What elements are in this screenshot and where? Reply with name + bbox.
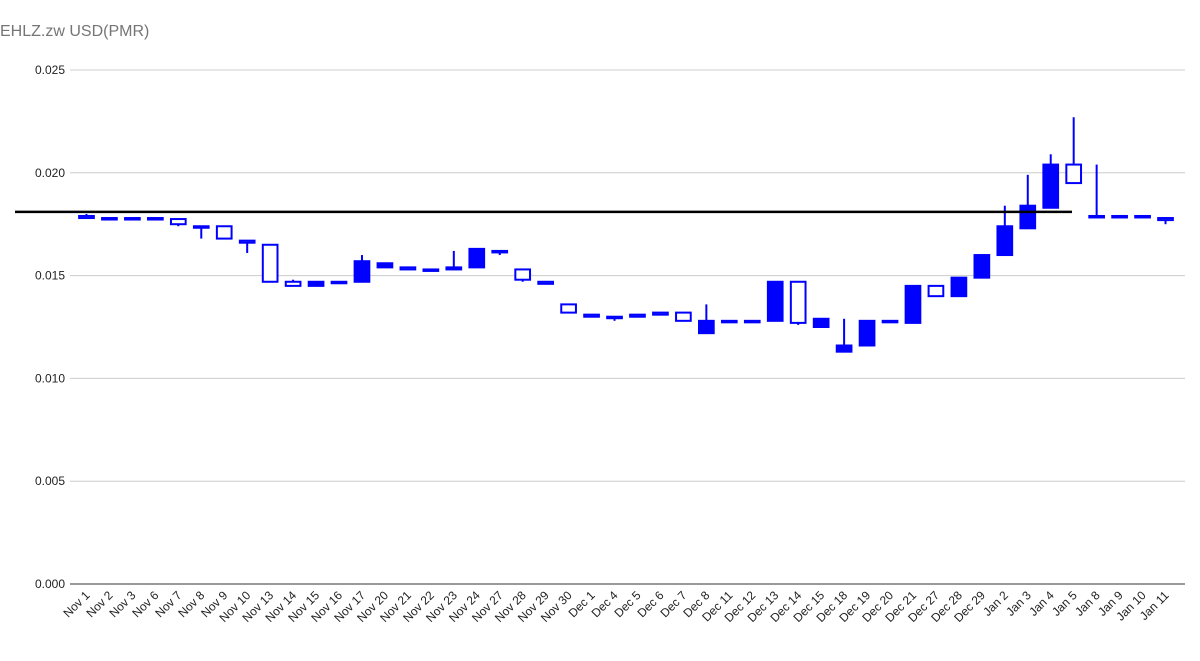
candle-body xyxy=(789,280,807,324)
candle-body xyxy=(927,284,945,298)
candle-body xyxy=(468,247,486,269)
candle-body xyxy=(743,319,761,324)
candle-body xyxy=(284,280,302,287)
y-tick-label: 0.005 xyxy=(35,474,65,488)
candle-body xyxy=(1042,163,1060,209)
candle-body xyxy=(652,311,669,316)
candle-body xyxy=(307,280,325,287)
y-tick-label: 0.015 xyxy=(35,269,65,283)
candle-body xyxy=(376,262,394,269)
chart-title: EHLZ.zw USD(PMR) xyxy=(0,23,149,40)
candle-body xyxy=(238,239,256,244)
x-tick-label: Jan 8 xyxy=(1072,588,1103,619)
candle-body xyxy=(192,225,210,229)
candle-body xyxy=(353,260,371,283)
candle-body xyxy=(560,303,577,314)
candle-body xyxy=(147,217,164,221)
candle-body xyxy=(950,276,968,298)
y-tick-label: 0.020 xyxy=(35,166,65,180)
candle-body xyxy=(215,225,233,240)
candle-body xyxy=(904,284,922,324)
candle-body xyxy=(445,266,463,271)
x-tick-label: Jan 5 xyxy=(1049,588,1080,619)
candle-body xyxy=(835,344,853,353)
candle-body xyxy=(996,225,1014,257)
candle-body xyxy=(720,319,738,324)
candle-body xyxy=(812,317,830,329)
x-tick-label: Jan 3 xyxy=(1003,588,1034,619)
candle-body xyxy=(629,313,646,318)
candle-body xyxy=(491,249,509,254)
candle-body xyxy=(973,254,991,279)
candle-body xyxy=(881,319,899,324)
x-tick-label: Jan 4 xyxy=(1026,588,1057,619)
candle-body xyxy=(858,319,876,347)
candle-body xyxy=(698,319,715,335)
candle-body xyxy=(1134,214,1151,219)
candle-body xyxy=(261,243,279,283)
candle-body xyxy=(422,268,440,272)
candle-body xyxy=(101,217,118,221)
candle-body xyxy=(1065,163,1083,185)
candle-body xyxy=(1111,214,1128,219)
candle-body xyxy=(124,217,141,221)
candle-body xyxy=(606,315,623,320)
y-tick-label: 0.010 xyxy=(35,371,65,385)
y-tick-label: 0.000 xyxy=(35,577,65,591)
candle-body xyxy=(78,214,95,220)
candle-body xyxy=(514,268,532,281)
y-tick-label: 0.025 xyxy=(35,63,65,77)
x-tick-label: Jan 2 xyxy=(980,588,1011,619)
candle-body xyxy=(675,311,692,322)
candle-body xyxy=(766,280,784,322)
candle-body xyxy=(1088,214,1105,219)
candle-body xyxy=(169,218,187,226)
candle-body xyxy=(1019,204,1037,230)
candle-body xyxy=(537,280,554,285)
candle-body xyxy=(1157,217,1174,222)
candle-body xyxy=(330,280,348,285)
candle-body xyxy=(583,313,600,318)
candle-body xyxy=(399,266,417,271)
